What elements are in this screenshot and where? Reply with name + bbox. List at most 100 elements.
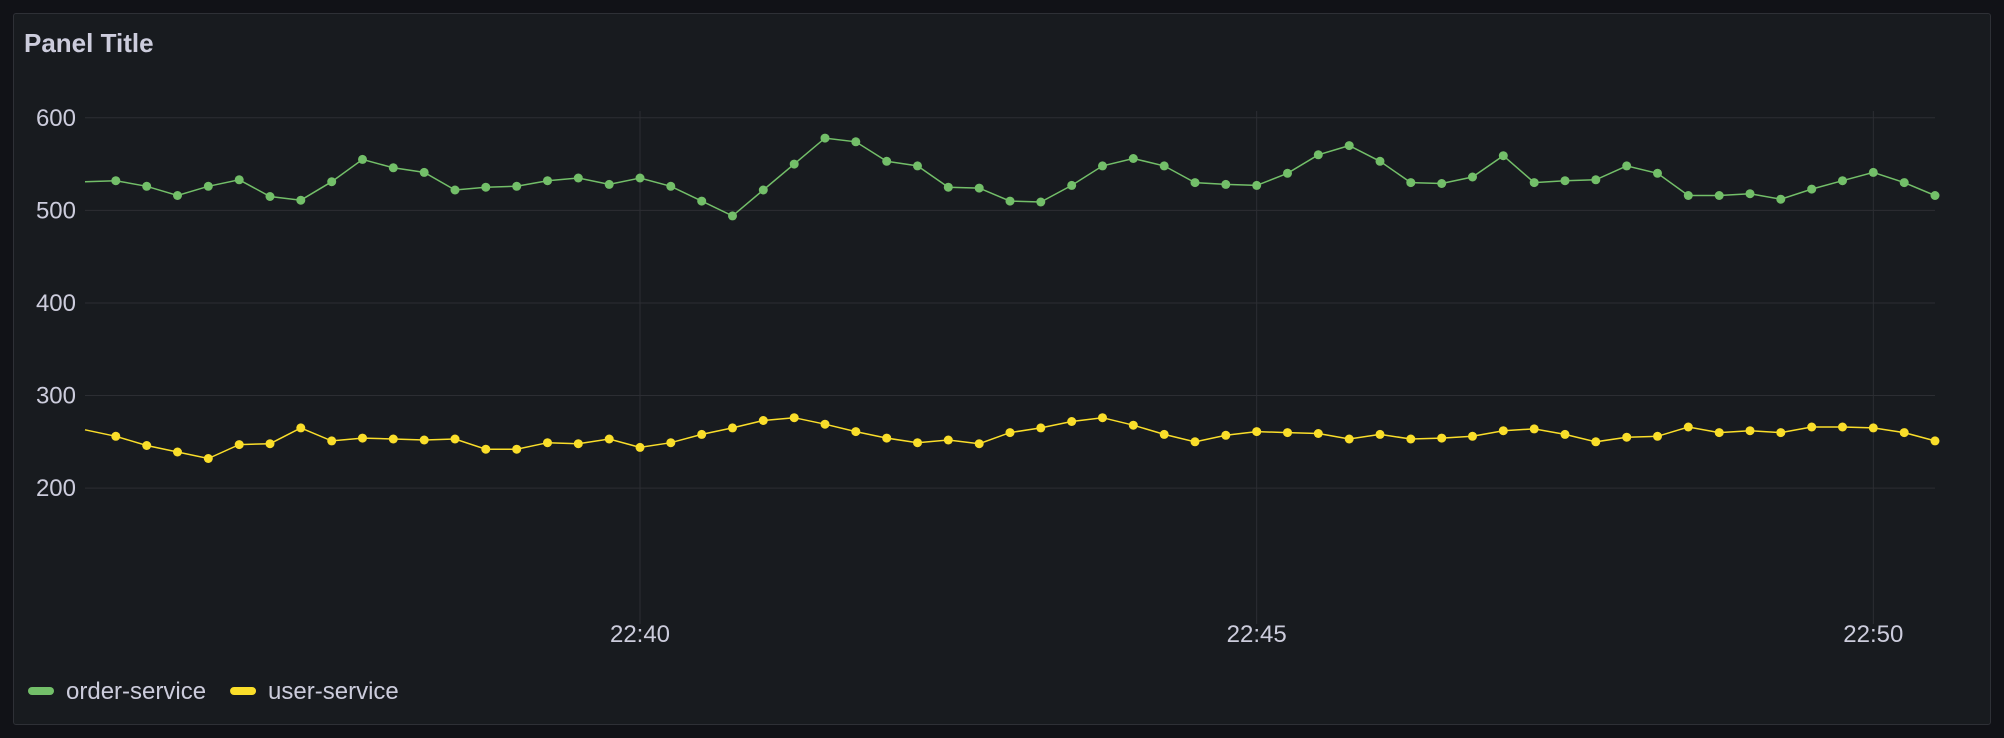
- data-point[interactable]: [1098, 161, 1107, 171]
- data-point[interactable]: [882, 156, 892, 166]
- data-point[interactable]: [1067, 417, 1077, 426]
- data-point[interactable]: [481, 182, 491, 192]
- data-point[interactable]: [758, 185, 768, 195]
- data-point[interactable]: [142, 441, 152, 450]
- data-point[interactable]: [851, 137, 861, 147]
- time-series-chart[interactable]: 200 300 400 500 600 22:40 22:45 22:50 order-ser…: [14, 14, 1991, 725]
- data-point[interactable]: [419, 435, 429, 445]
- data-point[interactable]: [543, 438, 552, 448]
- data-point[interactable]: [1622, 161, 1632, 171]
- data-point[interactable]: [604, 434, 614, 444]
- legend[interactable]: order-service user-service: [28, 678, 399, 705]
- data-point[interactable]: [882, 433, 892, 443]
- data-point[interactable]: [1683, 422, 1693, 432]
- data-point[interactable]: [573, 173, 583, 183]
- data-point[interactable]: [1406, 178, 1416, 188]
- data-point[interactable]: [1128, 420, 1138, 430]
- data-point[interactable]: [1036, 197, 1046, 207]
- data-point[interactable]: [1344, 141, 1354, 151]
- data-point[interactable]: [1807, 422, 1817, 432]
- data-point[interactable]: [388, 434, 398, 444]
- data-point[interactable]: [1591, 437, 1601, 447]
- data-point[interactable]: [203, 181, 213, 191]
- data-point[interactable]: [1745, 426, 1755, 436]
- data-point[interactable]: [1591, 175, 1601, 185]
- data-point[interactable]: [327, 177, 337, 187]
- data-point[interactable]: [327, 436, 337, 446]
- data-point[interactable]: [1252, 180, 1262, 190]
- data-point[interactable]: [1005, 428, 1015, 438]
- data-point[interactable]: [1375, 156, 1385, 166]
- data-point[interactable]: [358, 154, 367, 164]
- data-point[interactable]: [573, 439, 583, 449]
- data-point[interactable]: [1930, 191, 1940, 200]
- data-point[interactable]: [358, 433, 367, 443]
- data-point[interactable]: [543, 176, 552, 186]
- data-point[interactable]: [1190, 437, 1200, 447]
- data-point[interactable]: [1560, 176, 1570, 186]
- data-point[interactable]: [142, 181, 152, 191]
- data-point[interactable]: [1622, 432, 1632, 442]
- data-point[interactable]: [1159, 429, 1169, 439]
- data-point[interactable]: [1529, 178, 1539, 188]
- data-point[interactable]: [1159, 161, 1169, 171]
- data-point[interactable]: [265, 192, 275, 201]
- data-point[interactable]: [1283, 428, 1292, 438]
- data-point[interactable]: [943, 182, 953, 192]
- data-point[interactable]: [450, 185, 460, 195]
- data-point[interactable]: [635, 173, 645, 183]
- data-point[interactable]: [1098, 413, 1107, 423]
- data-point[interactable]: [697, 429, 707, 439]
- data-point[interactable]: [1313, 150, 1323, 160]
- data-point[interactable]: [1313, 429, 1323, 438]
- data-point[interactable]: [1838, 176, 1847, 186]
- legend-item-order-service[interactable]: order-service: [28, 678, 206, 705]
- data-point[interactable]: [296, 423, 306, 433]
- data-point[interactable]: [1128, 154, 1138, 163]
- data-point[interactable]: [1683, 191, 1693, 200]
- data-point[interactable]: [604, 179, 614, 189]
- data-point[interactable]: [1221, 430, 1231, 440]
- data-point[interactable]: [1930, 436, 1940, 446]
- data-point[interactable]: [851, 427, 861, 437]
- data-point[interactable]: [1714, 191, 1724, 200]
- data-point[interactable]: [1252, 427, 1262, 437]
- data-point[interactable]: [1776, 194, 1786, 204]
- data-point[interactable]: [512, 444, 522, 454]
- data-point[interactable]: [789, 413, 799, 423]
- data-point[interactable]: [1560, 429, 1570, 439]
- data-point[interactable]: [1468, 431, 1477, 441]
- data-point[interactable]: [728, 211, 737, 221]
- data-point[interactable]: [1899, 428, 1909, 438]
- data-point[interactable]: [1190, 178, 1200, 188]
- data-point[interactable]: [265, 439, 275, 449]
- data-point[interactable]: [203, 454, 213, 463]
- data-point[interactable]: [173, 447, 182, 457]
- data-point[interactable]: [1807, 184, 1817, 194]
- data-point[interactable]: [1375, 429, 1385, 439]
- data-point[interactable]: [758, 416, 768, 425]
- series-order-service[interactable]: [84, 133, 1940, 221]
- data-point[interactable]: [789, 159, 799, 169]
- data-point[interactable]: [1498, 151, 1508, 161]
- data-point[interactable]: [1529, 424, 1539, 434]
- data-point[interactable]: [943, 435, 953, 445]
- data-point[interactable]: [1498, 426, 1508, 436]
- data-point[interactable]: [234, 175, 244, 185]
- data-point[interactable]: [111, 431, 121, 441]
- data-point[interactable]: [1036, 423, 1046, 433]
- data-point[interactable]: [820, 133, 830, 143]
- data-point[interactable]: [697, 196, 707, 206]
- data-point[interactable]: [388, 163, 398, 173]
- data-point[interactable]: [173, 191, 182, 200]
- data-point[interactable]: [1838, 422, 1847, 432]
- data-point[interactable]: [1344, 434, 1354, 444]
- data-point[interactable]: [1005, 196, 1015, 206]
- data-point[interactable]: [974, 439, 984, 449]
- data-point[interactable]: [1868, 167, 1878, 177]
- data-point[interactable]: [820, 419, 830, 429]
- data-point[interactable]: [1437, 179, 1447, 188]
- data-point[interactable]: [1283, 168, 1292, 178]
- data-point[interactable]: [666, 181, 676, 191]
- data-point[interactable]: [234, 440, 244, 450]
